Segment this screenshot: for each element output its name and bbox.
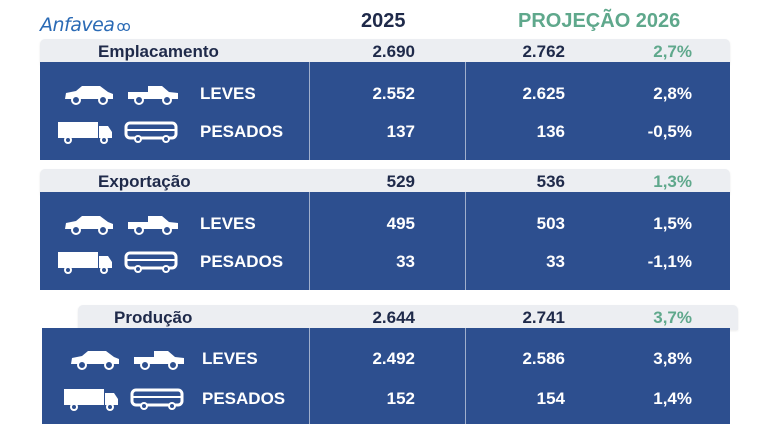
section-total-2026: 2.762 <box>522 42 565 61</box>
row-value-2025: 33 <box>396 252 415 271</box>
header-2025: 2025 <box>361 10 406 32</box>
row-label: PESADOS <box>200 122 284 141</box>
section-panel-producao: LEVES 2.492 2.586 3,8% PESADOS 152 154 1… <box>42 328 730 424</box>
table-row: LEVES 2.552 2.625 2,8% <box>40 79 730 109</box>
column-divider <box>309 328 310 424</box>
car-icon <box>71 351 119 370</box>
section-title: Emplacamento <box>98 42 219 61</box>
section-band-exportacao: Exportação 529 536 1,3% <box>40 169 730 194</box>
column-divider <box>465 328 466 424</box>
row-value-2025: 137 <box>386 122 415 141</box>
brand-name: Anfavea <box>40 14 115 36</box>
table-row: PESADOS 33 33 -1,1% <box>40 247 730 277</box>
section-total-2026: 536 <box>536 172 565 191</box>
row-pct: 1,5% <box>653 214 692 233</box>
row-pct: 1,4% <box>653 389 692 408</box>
row-value-2025: 495 <box>386 214 415 233</box>
table-row: PESADOS 137 136 -0,5% <box>40 117 730 147</box>
row-label: PESADOS <box>200 252 284 271</box>
column-divider <box>465 192 466 290</box>
section-band-producao: Produção 2.644 2.741 3,7% <box>78 305 738 330</box>
section-total-2025: 2.644 <box>372 308 415 327</box>
header-projection-2026: PROJEÇÃO 2026 <box>518 10 681 32</box>
section-panel-emplacamento: LEVES 2.552 2.625 2,8% PESADOS 137 136 -… <box>40 62 730 160</box>
section-total-2025: 2.690 <box>372 42 415 61</box>
row-label: PESADOS <box>202 389 286 408</box>
row-value-2026: 154 <box>536 389 565 408</box>
truck-icon <box>64 389 118 411</box>
pickup-icon <box>128 86 178 105</box>
section-total-2025: 529 <box>386 172 415 191</box>
section-panel-exportacao: LEVES 495 503 1,5% PESADOS 33 33 -1,1% <box>40 192 730 290</box>
bus-icon <box>124 251 178 273</box>
row-value-2026: 2.625 <box>522 84 565 103</box>
row-pct: 2,8% <box>653 84 692 103</box>
table-row: LEVES 495 503 1,5% <box>40 209 730 239</box>
section-total-pct: 1,3% <box>653 172 692 191</box>
section-total-pct: 2,7% <box>653 42 692 61</box>
row-value-2026: 2.586 <box>522 349 565 368</box>
row-label: LEVES <box>200 84 256 103</box>
pickup-icon <box>134 351 184 370</box>
section-total-2026: 2.741 <box>522 308 565 327</box>
row-value-2026: 33 <box>546 252 565 271</box>
row-value-2026: 503 <box>536 214 565 233</box>
brand-mark-icon: ꝏ <box>116 19 131 35</box>
table-row: LEVES 2.492 2.586 3,8% <box>42 344 730 374</box>
pickup-icon <box>128 216 178 235</box>
row-label: LEVES <box>200 214 256 233</box>
row-value-2026: 136 <box>536 122 565 141</box>
section-band-emplacamento: Emplacamento 2.690 2.762 2,7% <box>40 39 730 64</box>
section-title: Produção <box>114 308 193 327</box>
row-label: LEVES <box>202 349 258 368</box>
truck-icon <box>58 122 112 144</box>
car-icon <box>65 86 113 105</box>
section-title: Exportação <box>98 172 191 191</box>
section-total-pct: 3,7% <box>653 308 692 327</box>
column-divider <box>465 62 466 160</box>
car-icon <box>65 216 113 235</box>
bus-icon <box>130 388 184 410</box>
bus-icon <box>124 121 178 143</box>
anfavea-logo: Anfavea ꝏ <box>40 14 131 36</box>
truck-icon <box>58 252 112 274</box>
table-row: PESADOS 152 154 1,4% <box>42 384 730 414</box>
row-pct: -0,5% <box>647 122 692 141</box>
column-divider <box>309 192 310 290</box>
row-value-2025: 152 <box>386 389 415 408</box>
row-value-2025: 2.552 <box>372 84 415 103</box>
row-pct: 3,8% <box>653 349 692 368</box>
column-divider <box>309 62 310 160</box>
row-pct: -1,1% <box>647 252 692 271</box>
row-value-2025: 2.492 <box>372 349 415 368</box>
